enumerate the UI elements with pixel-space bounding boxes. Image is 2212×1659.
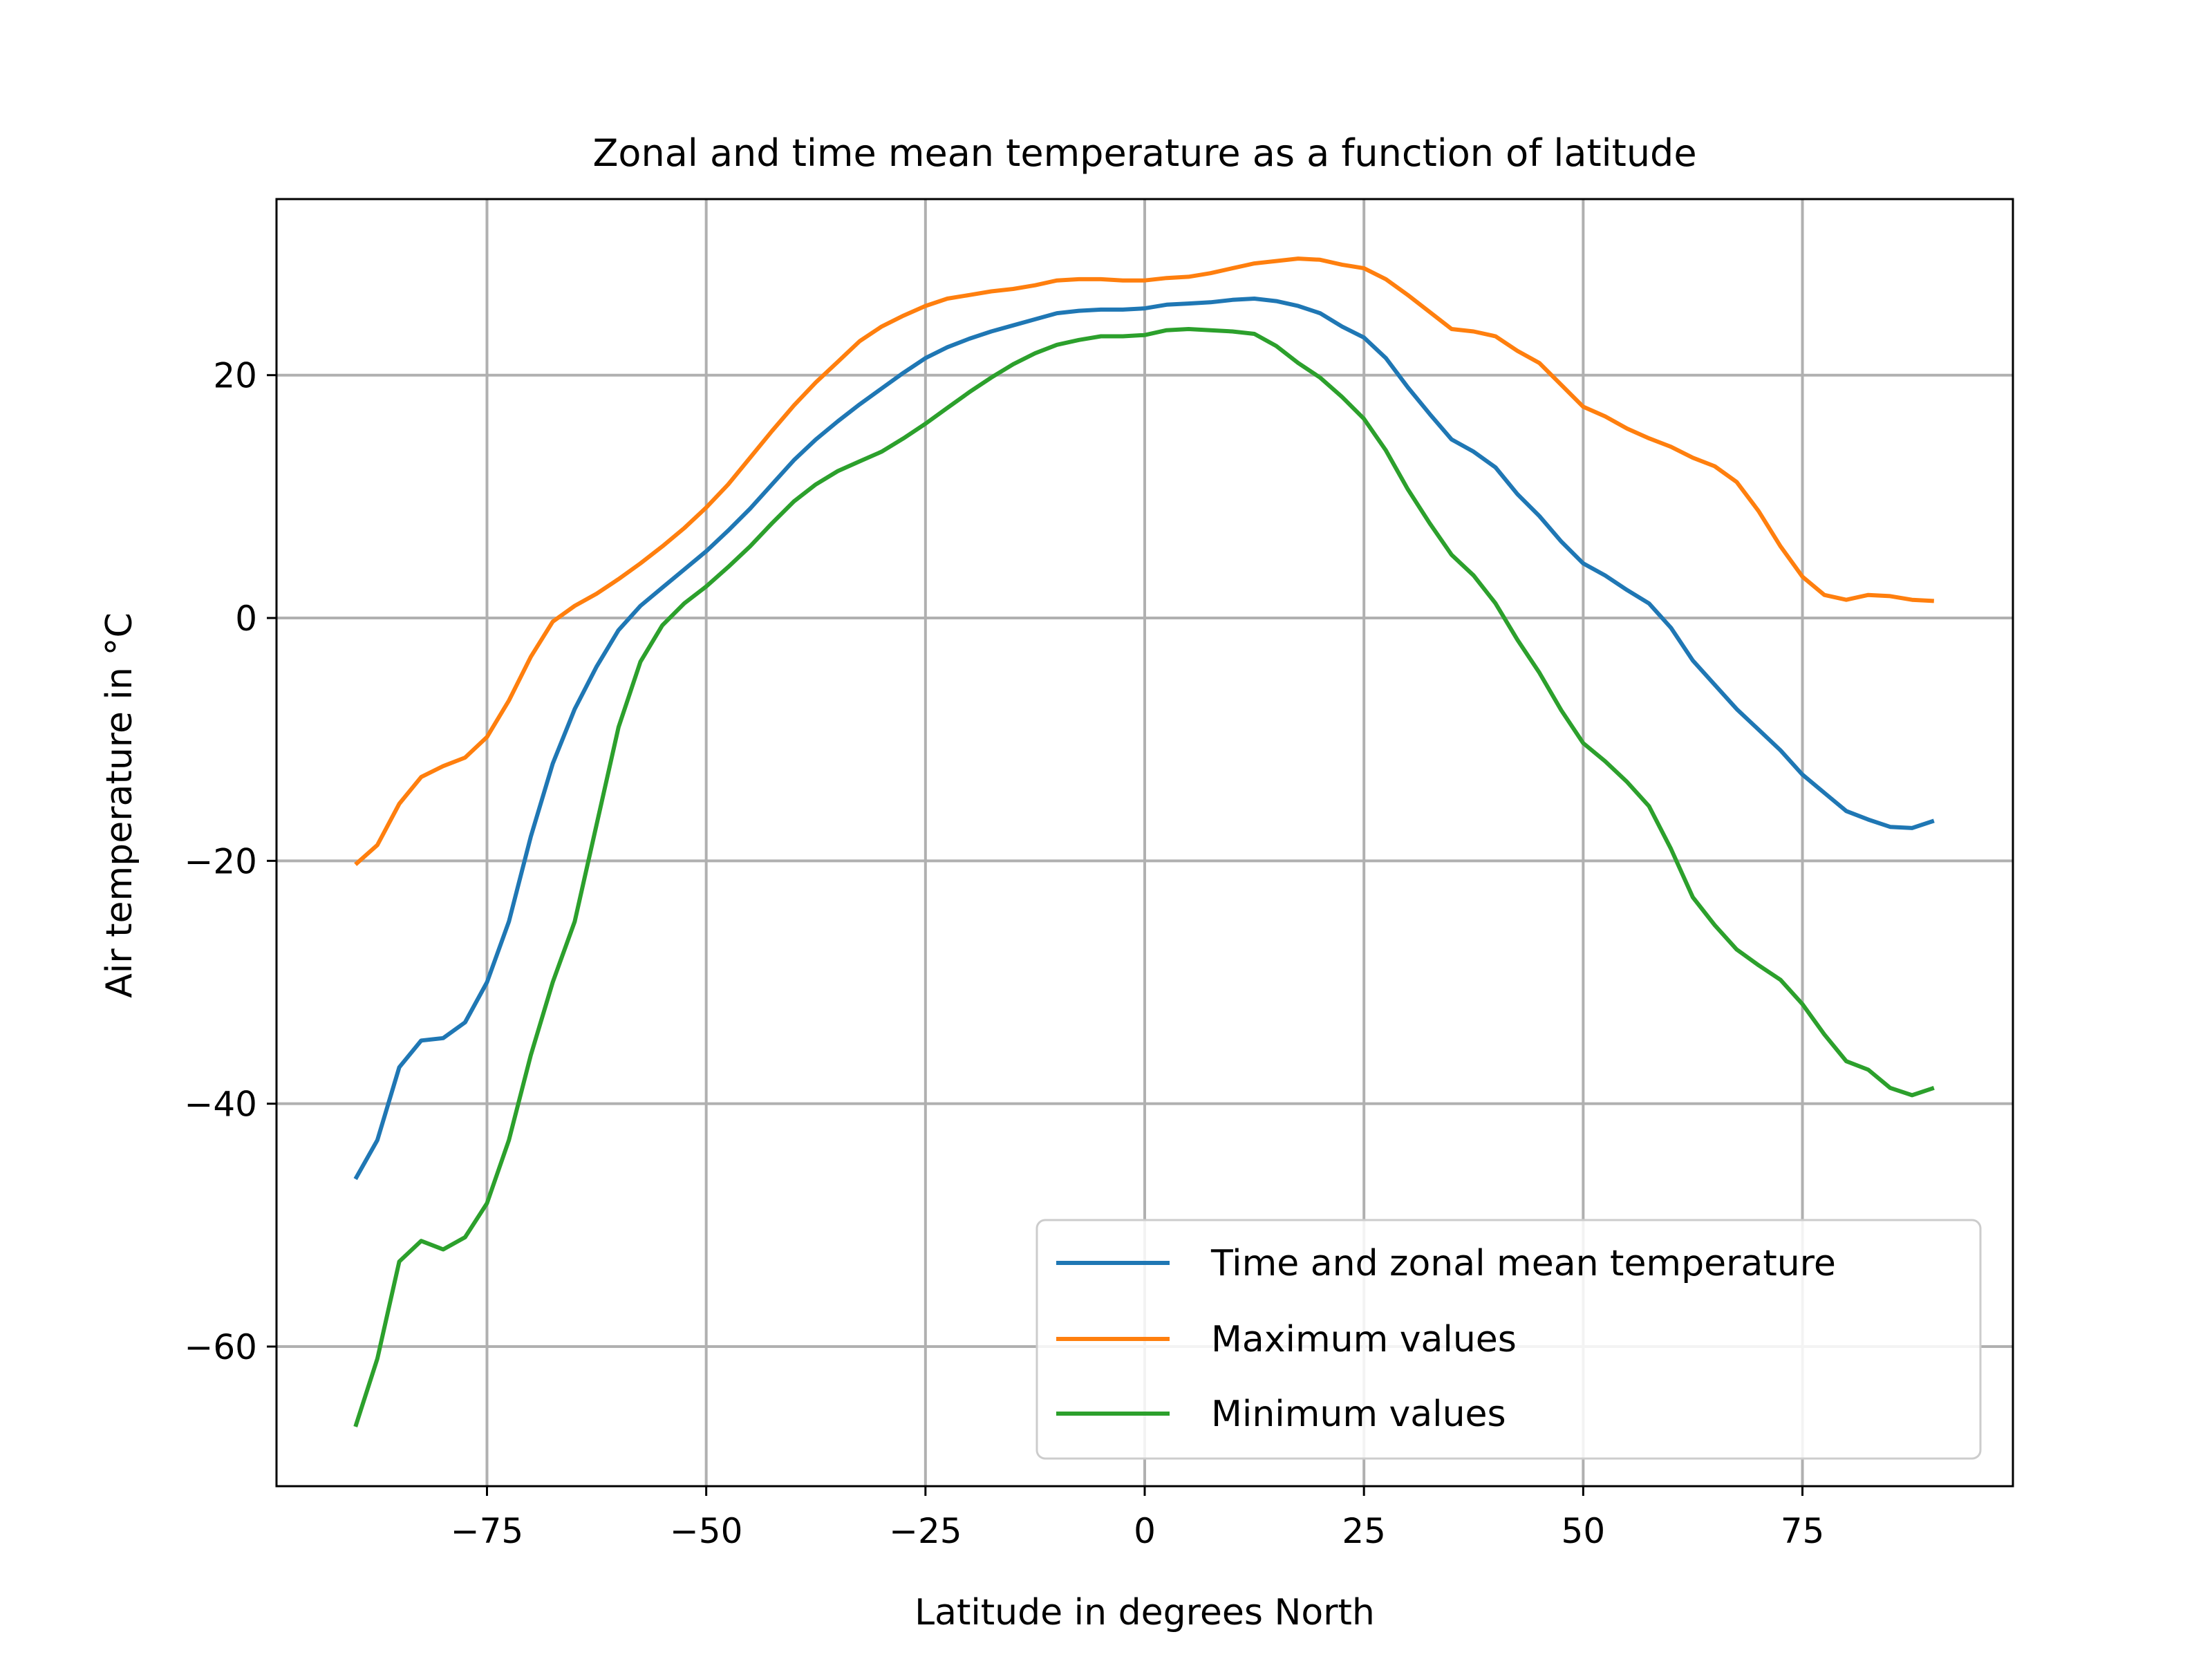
y-tick-label: 0 [235, 599, 257, 639]
x-tick-label: −50 [670, 1511, 743, 1551]
x-tick-label: 0 [1134, 1511, 1156, 1551]
x-tick-label: 25 [1342, 1511, 1386, 1551]
y-tick-label: 20 [213, 356, 257, 396]
series-line-mean [353, 297, 1935, 1181]
chart-title: Zonal and time mean temperature as a fun… [592, 131, 1696, 175]
series-line-minimum [353, 327, 1935, 1427]
y-tick-label: −20 [184, 841, 257, 881]
series-lines [353, 256, 1935, 1427]
y-axis-title: Air temperature in °C [99, 612, 140, 998]
x-tick-label: 75 [1781, 1511, 1825, 1551]
x-tick-label: 50 [1562, 1511, 1606, 1551]
x-axis-title: Latitude in degrees North [915, 1592, 1375, 1633]
series-line-maximum [354, 256, 1934, 866]
legend-label-maximum: Maximum values [1211, 1319, 1517, 1360]
legend-label-minimum: Minimum values [1211, 1394, 1506, 1435]
legend: Time and zonal mean temperature Maximum … [1035, 1219, 1982, 1460]
x-tick-label: −25 [889, 1511, 962, 1551]
legend-box [1035, 1219, 1982, 1460]
x-tick-label: −75 [451, 1511, 524, 1551]
legend-label-mean: Time and zonal mean temperature [1210, 1243, 1836, 1284]
axis-ticks: −75 −50 −25 0 25 50 75 −60 −40 −20 0 20 [184, 356, 1824, 1551]
grid-lines [276, 199, 2013, 1486]
y-tick-label: −60 [184, 1327, 257, 1367]
y-tick-label: −40 [184, 1085, 257, 1125]
